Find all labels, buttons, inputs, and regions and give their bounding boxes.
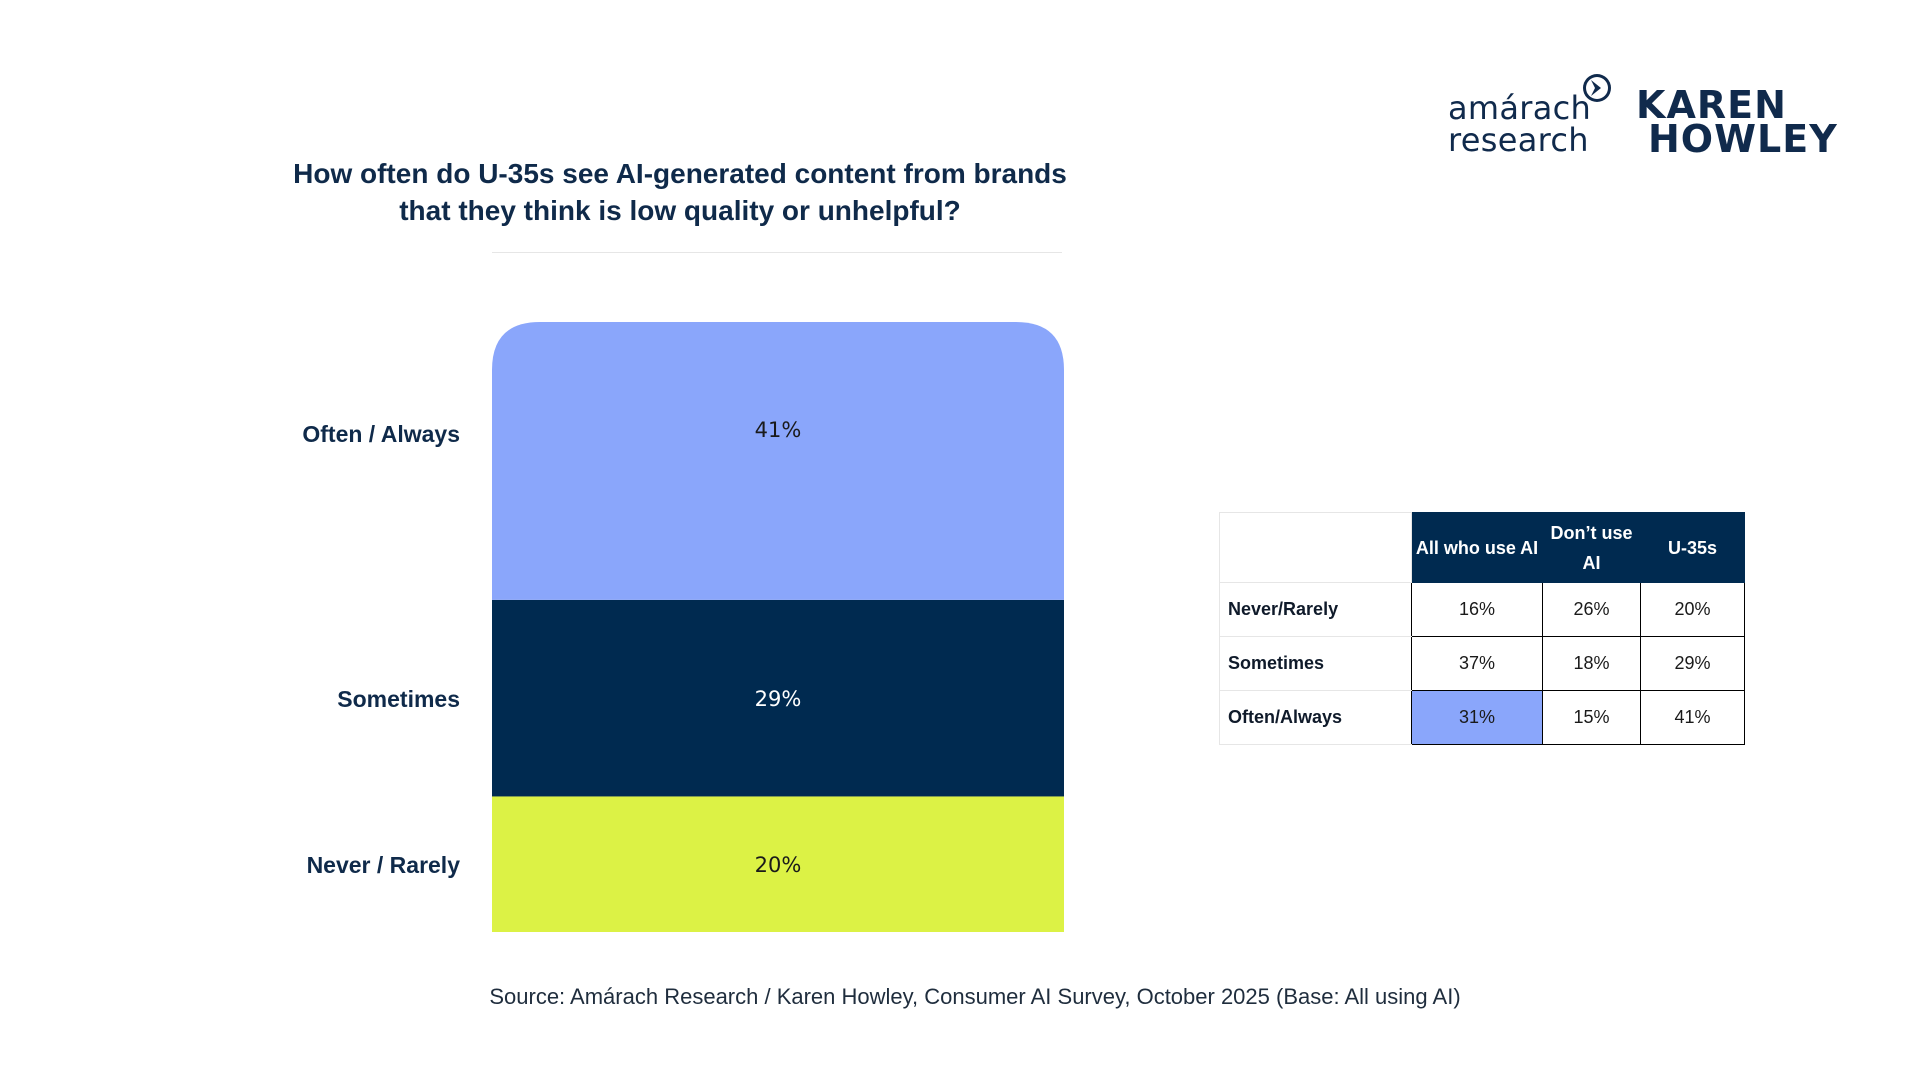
chart-title-line2: that they think is low quality or unhelp… [399,195,961,226]
karen-howley-logo: KAREN HOWLEY [1636,83,1838,161]
chart-title-line1: How often do U-35s see AI-generated cont… [293,158,1067,189]
bar-segment [492,796,1064,932]
table-cell: 29% [1640,636,1745,691]
data-label: 41% [755,418,802,442]
row-label: Sometimes [1219,636,1412,691]
amarach-logo-line1: amárach [1448,89,1592,127]
column-header-u35: U-35s [1640,512,1745,583]
bar-segment [492,322,1064,600]
column-header-all-users: All who use AI [1411,512,1543,583]
bar-segment [492,599,1064,797]
table-cell: 16% [1411,582,1543,637]
table-cell: 26% [1542,582,1641,637]
source-note: Source: Amárach Research / Karen Howley,… [489,984,1461,1009]
table-cell: 37% [1411,636,1543,691]
amarach-research-logo: amárach research [1448,72,1618,162]
category-label: Often / Always [302,420,460,447]
data-label: 20% [755,853,802,877]
table-row-sometimes: Sometimes 37% 18% 29% [1219,636,1745,691]
amarach-arrow-icon [1583,74,1611,102]
table-corner-cell [1219,512,1412,583]
karen-logo-line2: HOWLEY [1648,117,1838,161]
table-row-often-always: Often/Always 31% 15% 41% [1219,690,1745,745]
table-cell: 41% [1640,690,1745,745]
row-label: Often/Always [1219,690,1412,745]
amarach-logo-line2: research [1448,121,1589,159]
category-label: Never / Rarely [306,852,460,879]
row-label: Never/Rarely [1219,582,1412,637]
table-body: Never/Rarely 16% 26% 20% Sometimes 37% 18% 29% O… [1219,582,1745,745]
comparison-table: All who use AI Don’t use AI U-35s Never/… [1219,512,1745,745]
table-header-row: All who use AI Don’t use AI U-35s [1219,512,1745,583]
table-cell: 18% [1542,636,1641,691]
table-cell: 31% [1411,690,1543,745]
karen-logo-line1: KAREN [1636,83,1787,127]
category-label: Sometimes [337,686,460,713]
chart-title: How often do U-35s see AI-generated cont… [290,155,1070,229]
column-header-non-users: Don’t use AI [1542,512,1641,583]
table-cell: 20% [1640,582,1745,637]
table-cell: 15% [1542,690,1641,745]
data-label: 29% [755,687,802,711]
table-row-never-rarely: Never/Rarely 16% 26% 20% [1219,582,1745,637]
title-divider [492,252,1062,253]
